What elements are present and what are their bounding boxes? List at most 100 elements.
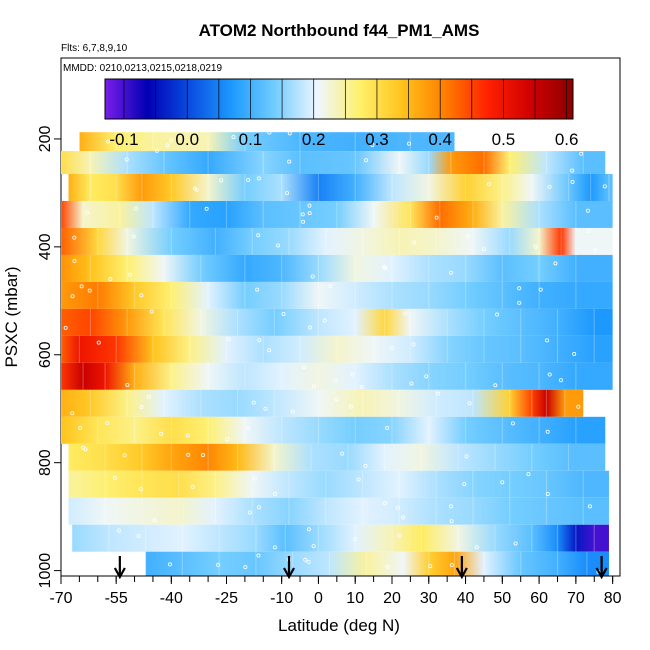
sample-point [225,437,230,442]
sample-point [251,400,256,405]
sample-point [334,397,339,402]
sample-point [434,215,439,220]
sample-point [428,564,433,569]
sample-point [385,564,390,569]
heatmap-row [61,416,606,444]
sample-point [545,429,550,434]
sample-point [267,130,272,135]
sample-point [348,404,353,409]
sample-point [139,293,144,298]
sample-point [300,212,305,217]
sample-point [154,148,159,153]
sample-point [138,487,143,492]
sample-point [96,340,101,345]
sample-point [602,184,607,189]
colorbar-divisions [123,79,568,119]
sample-point [303,557,308,562]
sample-point [287,159,292,164]
dates-note: MMDD: 0210,0213,0215,0218,0219 [63,63,222,74]
sample-point [122,453,127,458]
sample-point [273,491,278,496]
sample-point [307,203,312,208]
sample-point [547,372,552,377]
heatmap-row [72,524,609,552]
sample-point [290,409,295,414]
sample-point [85,210,90,215]
heatmap-row [61,151,606,175]
arrow-head [113,567,126,580]
sample-point [350,372,355,377]
sample-point [474,545,479,550]
sample-point [390,346,395,351]
sample-point [152,518,157,523]
colorbar-tick-label: 0.0 [175,130,199,149]
sample-point [500,480,505,485]
heatmap [61,132,613,576]
sample-point [397,533,402,538]
sample-point [124,157,129,162]
colorbar-tick-label: 0.3 [365,130,389,149]
sample-point [467,401,472,406]
sample-point [131,234,136,239]
x-axis-label: Latitude (deg N) [278,616,400,635]
sample-point [79,284,84,289]
y-axis-label: PSXC (mbar) [2,266,21,367]
sample-point [411,342,416,347]
colorbar-tick-label: 0.5 [492,130,516,149]
sample-point [495,312,500,317]
sample-point [256,233,261,238]
x-axis: -70 -55 -40 -25 -10 0 10 20 30 40 50 60 70 80 [49,575,622,607]
sample-point [70,294,75,299]
sample-point [83,447,88,452]
sample-point [310,274,315,279]
sample-point [252,476,257,481]
sample-point [136,533,141,538]
sample-point [216,562,221,567]
colorbar-tick-label: 0.1 [239,130,263,149]
sample-point [165,143,170,148]
sample-point [134,206,139,211]
sample-point [287,131,292,136]
sample-point [572,352,577,357]
sample-point [545,491,550,496]
sample-point [246,178,251,183]
sample-point [382,501,387,506]
sample-point [267,348,272,353]
sample-point [72,235,77,240]
sample-point [576,404,581,409]
sample-point [481,247,486,252]
sample-point [547,184,552,189]
y-tick-label: 1000 [37,553,54,589]
heatmap-row [61,389,584,417]
sample-point [307,211,312,216]
x-tick-label: -10 [270,590,293,607]
sample-point [409,381,414,386]
sample-point [308,325,313,330]
sample-point [105,421,110,426]
data-points [63,130,607,574]
sample-point [401,515,406,520]
sample-point [449,563,454,568]
sample-point [159,431,164,436]
sample-point [510,421,515,426]
sample-point [465,234,470,239]
heatmap-row [61,281,613,309]
sample-point [587,504,592,509]
sample-point [462,482,467,487]
sample-point [322,318,327,323]
sample-point [78,425,83,430]
sample-point [63,325,68,330]
sample-point [226,337,231,342]
sample-point [190,485,195,490]
sample-point [139,405,144,410]
sample-point [570,168,575,173]
sample-point [263,406,268,411]
sample-point [276,243,281,248]
sample-point [108,277,113,282]
sample-point [186,452,191,457]
heatmap-row [61,335,613,363]
heatmap-row [61,254,613,282]
sample-point [194,187,199,192]
sample-point [72,258,77,263]
